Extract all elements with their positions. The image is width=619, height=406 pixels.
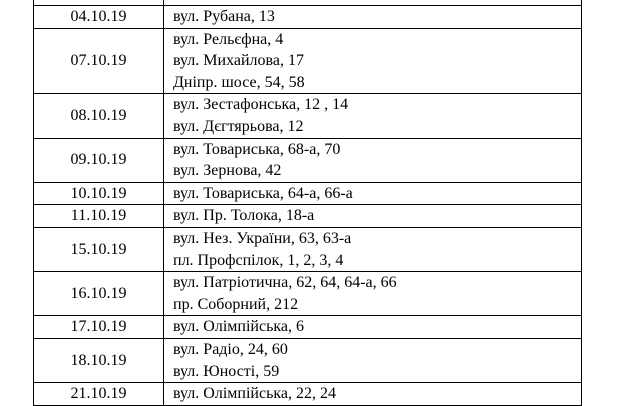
address-cell: вул. Олімпійська, 6 — [163, 315, 582, 339]
address-line: вул. Зернова, 42 — [173, 162, 282, 180]
date-cell: 09.10.19 — [33, 137, 164, 183]
date-cell: 15.10.19 — [33, 226, 164, 273]
address-cell: вул. Олімпійська, 22, 24 — [163, 382, 582, 406]
address-line: вул. Олімпійська, 6 — [173, 318, 304, 336]
address-line: вул. Радіо, 24, 60 — [173, 340, 288, 358]
address-cell: вул. Радіо, 24, 60 вул. Юності, 59 — [163, 337, 582, 384]
border — [163, 0, 164, 5]
address-cell: вул. Патріотична, 62, 64, 64-а, 66 пр. Со… — [163, 271, 582, 317]
date-cell: 18.10.19 — [33, 337, 164, 384]
table-row: 09.10.19 вул. Товариська, 68-а, 70 вул. Зе… — [33, 137, 582, 183]
address-line: вул. Товариська, 68-а, 70 — [173, 140, 341, 158]
border — [33, 0, 34, 5]
date-cell: 04.10.19 — [33, 5, 164, 29]
address-line: вул. Олімпійська, 22, 24 — [173, 385, 336, 403]
table-row: 15.10.19 вул. Нез. України, 63, 63-а пл. П… — [33, 226, 582, 273]
address-cell: вул. Рубана, 13 — [163, 5, 582, 29]
schedule-table: 04.10.19 вул. Рубана, 13 07.10.19 вул. Рель… — [33, 5, 582, 406]
date-cell: 17.10.19 — [33, 315, 164, 339]
address-line: вул. Патріотична, 62, 64, 64-а, 66 — [173, 274, 397, 292]
address-line: Дніпр. шосе, 54, 58 — [173, 73, 305, 91]
address-line: вул. Нез. України, 63, 63-а — [173, 229, 352, 247]
address-cell: вул. Рельєфна, 4 вул. Михайлова, 17 Дніпр.… — [163, 27, 582, 95]
address-cell: вул. Зестафонська, 12 , 14 вул. Дєгтярьов… — [163, 93, 582, 139]
address-cell: вул. Нез. України, 63, 63-а пл. Профспіло… — [163, 226, 582, 273]
table-row: 17.10.19 вул. Олімпійська, 6 — [33, 315, 582, 339]
address-line: вул. Михайлова, 17 — [173, 52, 304, 70]
address-cell: вул. Товариська, 68-а, 70 вул. Зернова, 4… — [163, 137, 582, 183]
date-cell: 10.10.19 — [33, 181, 164, 206]
table-row: 18.10.19 вул. Радіо, 24, 60 вул. Юності, 5… — [33, 337, 582, 384]
address-line: пл. Профспілок, 1, 2, 3, 4 — [173, 251, 344, 269]
address-line: вул. Зестафонська, 12 , 14 — [173, 96, 349, 114]
address-line: вул. Рельєфна, 4 — [173, 30, 284, 48]
border — [581, 0, 582, 5]
table-row: 11.10.19 вул. Пр. Толока, 18-а — [33, 204, 582, 228]
table-row: 08.10.19 вул. Зестафонська, 12 , 14 вул. Д… — [33, 93, 582, 139]
date-cell: 11.10.19 — [33, 204, 164, 228]
table-row: 16.10.19 вул. Патріотична, 62, 64, 64-а, … — [33, 271, 582, 317]
address-line: вул. Пр. Толока, 18-а — [173, 207, 315, 225]
address-line: пр. Соборний, 212 — [173, 295, 299, 313]
address-line: вул. Товариська, 64-а, 66-а — [173, 184, 353, 202]
date-cell: 08.10.19 — [33, 93, 164, 139]
address-line: вул. Дєгтярьова, 12 — [173, 117, 304, 135]
table-row: 04.10.19 вул. Рубана, 13 — [33, 5, 582, 29]
date-cell: 21.10.19 — [33, 382, 164, 406]
address-cell: вул. Товариська, 64-а, 66-а — [163, 181, 582, 206]
table-row: 07.10.19 вул. Рельєфна, 4 вул. Михайлова, … — [33, 27, 582, 95]
table-row: 10.10.19 вул. Товариська, 64-а, 66-а — [33, 181, 582, 206]
table-body: 04.10.19 вул. Рубана, 13 07.10.19 вул. Рель… — [33, 5, 582, 406]
date-cell: 16.10.19 — [33, 271, 164, 317]
date-cell: 07.10.19 — [33, 27, 164, 95]
address-cell: вул. Пр. Толока, 18-а — [163, 204, 582, 228]
address-line: вул. Рубана, 13 — [173, 8, 275, 25]
address-line: вул. Юності, 59 — [173, 362, 280, 380]
table-row: 21.10.19 вул. Олімпійська, 22, 24 — [33, 382, 582, 406]
